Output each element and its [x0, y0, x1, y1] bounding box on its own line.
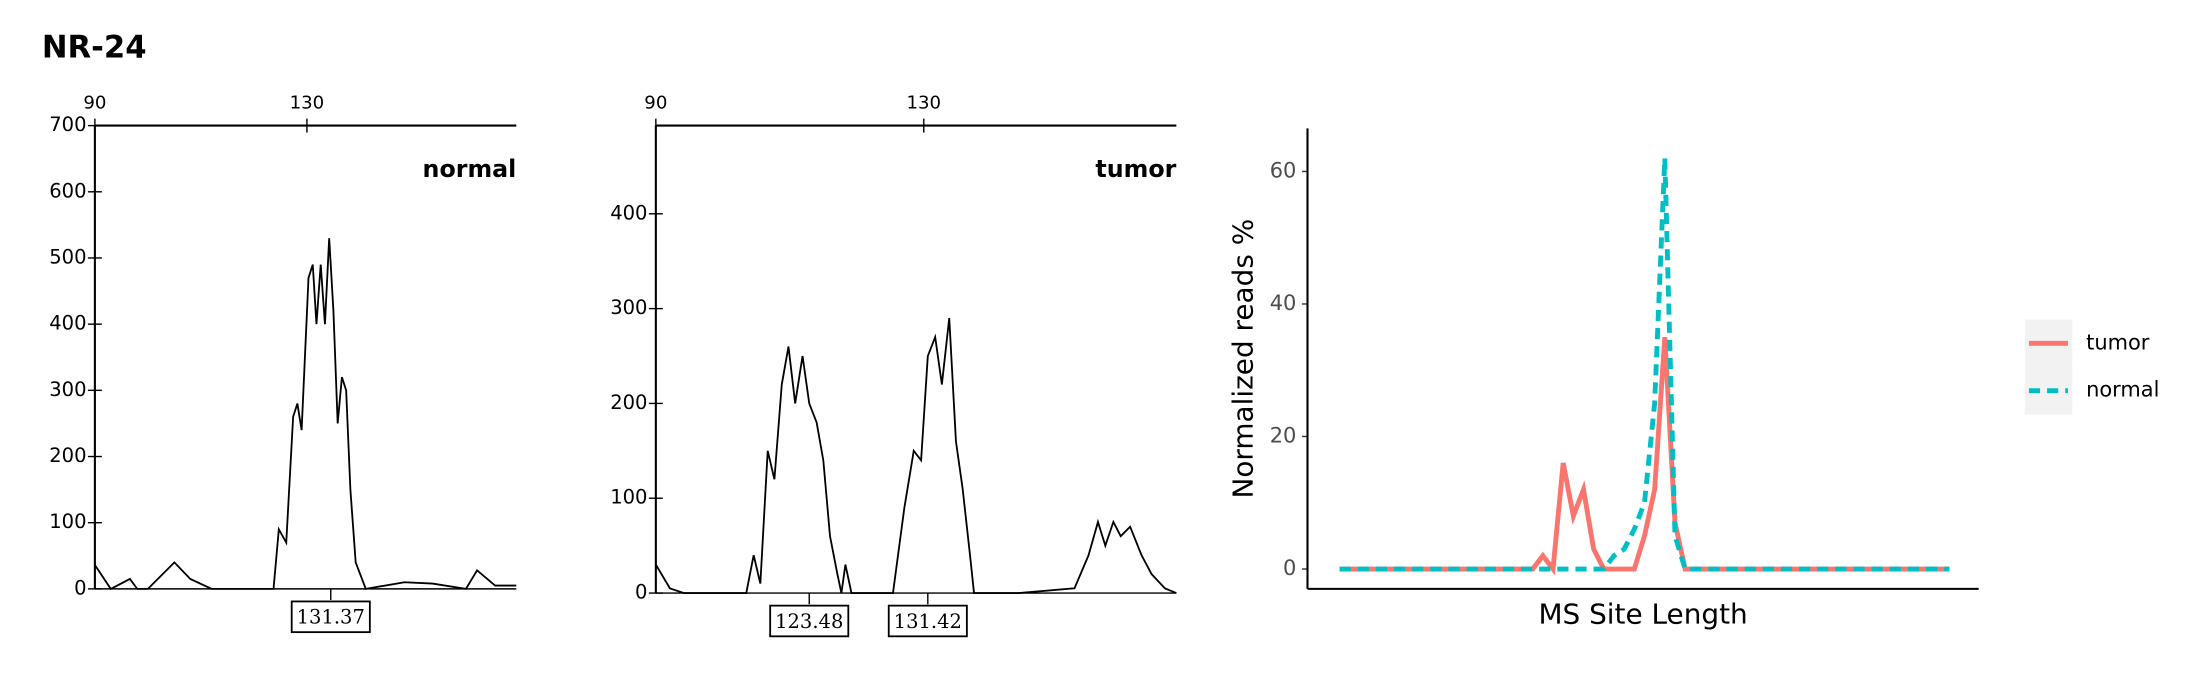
panel-label: tumor	[1095, 155, 1176, 183]
peak-label: 123.48	[775, 610, 843, 633]
y-tick-label: 60	[1270, 158, 1297, 182]
trace	[94, 238, 517, 591]
peak-box	[887, 604, 968, 638]
figure-title: NR-24	[42, 30, 147, 65]
series-line	[1339, 158, 1950, 572]
peak-label: 131.42	[894, 610, 962, 633]
y-tick-label: 0	[635, 581, 647, 604]
y-tick-label: 0	[74, 576, 86, 599]
y-tick-label: 600	[49, 179, 86, 202]
peak-label: 131.37	[297, 606, 365, 629]
series-line	[1339, 336, 1950, 576]
y-tick-label: 200	[610, 391, 647, 414]
panel-label: normal	[423, 155, 517, 183]
x-axis-label: MS Site Length	[1538, 597, 1747, 630]
y-tick-label: 300	[49, 378, 86, 401]
y-tick-label: 20	[1270, 423, 1297, 447]
legend-label: normal	[2086, 378, 2159, 402]
legend-label: tumor	[2086, 330, 2150, 354]
y-axis-label: Normalized reads %	[1227, 219, 1260, 499]
x-tick-label: 90	[83, 92, 106, 113]
x-tick-label: 90	[644, 92, 667, 113]
y-tick-label: 400	[49, 312, 86, 335]
x-tick-label: 130	[290, 92, 325, 113]
y-tick-label: 500	[49, 245, 86, 268]
y-tick-label: 0	[1283, 556, 1296, 580]
y-tick-label: 100	[49, 510, 86, 533]
y-tick-label: 700	[49, 113, 86, 136]
trace	[655, 317, 1177, 594]
y-tick-label: 400	[610, 201, 647, 224]
y-tick-label: 300	[610, 296, 647, 319]
y-tick-label: 40	[1270, 291, 1297, 315]
y-tick-label: 200	[49, 444, 86, 467]
peak-box	[290, 600, 371, 634]
y-tick-label: 100	[610, 486, 647, 509]
peak-box	[769, 604, 850, 638]
x-tick-label: 130	[906, 92, 941, 113]
